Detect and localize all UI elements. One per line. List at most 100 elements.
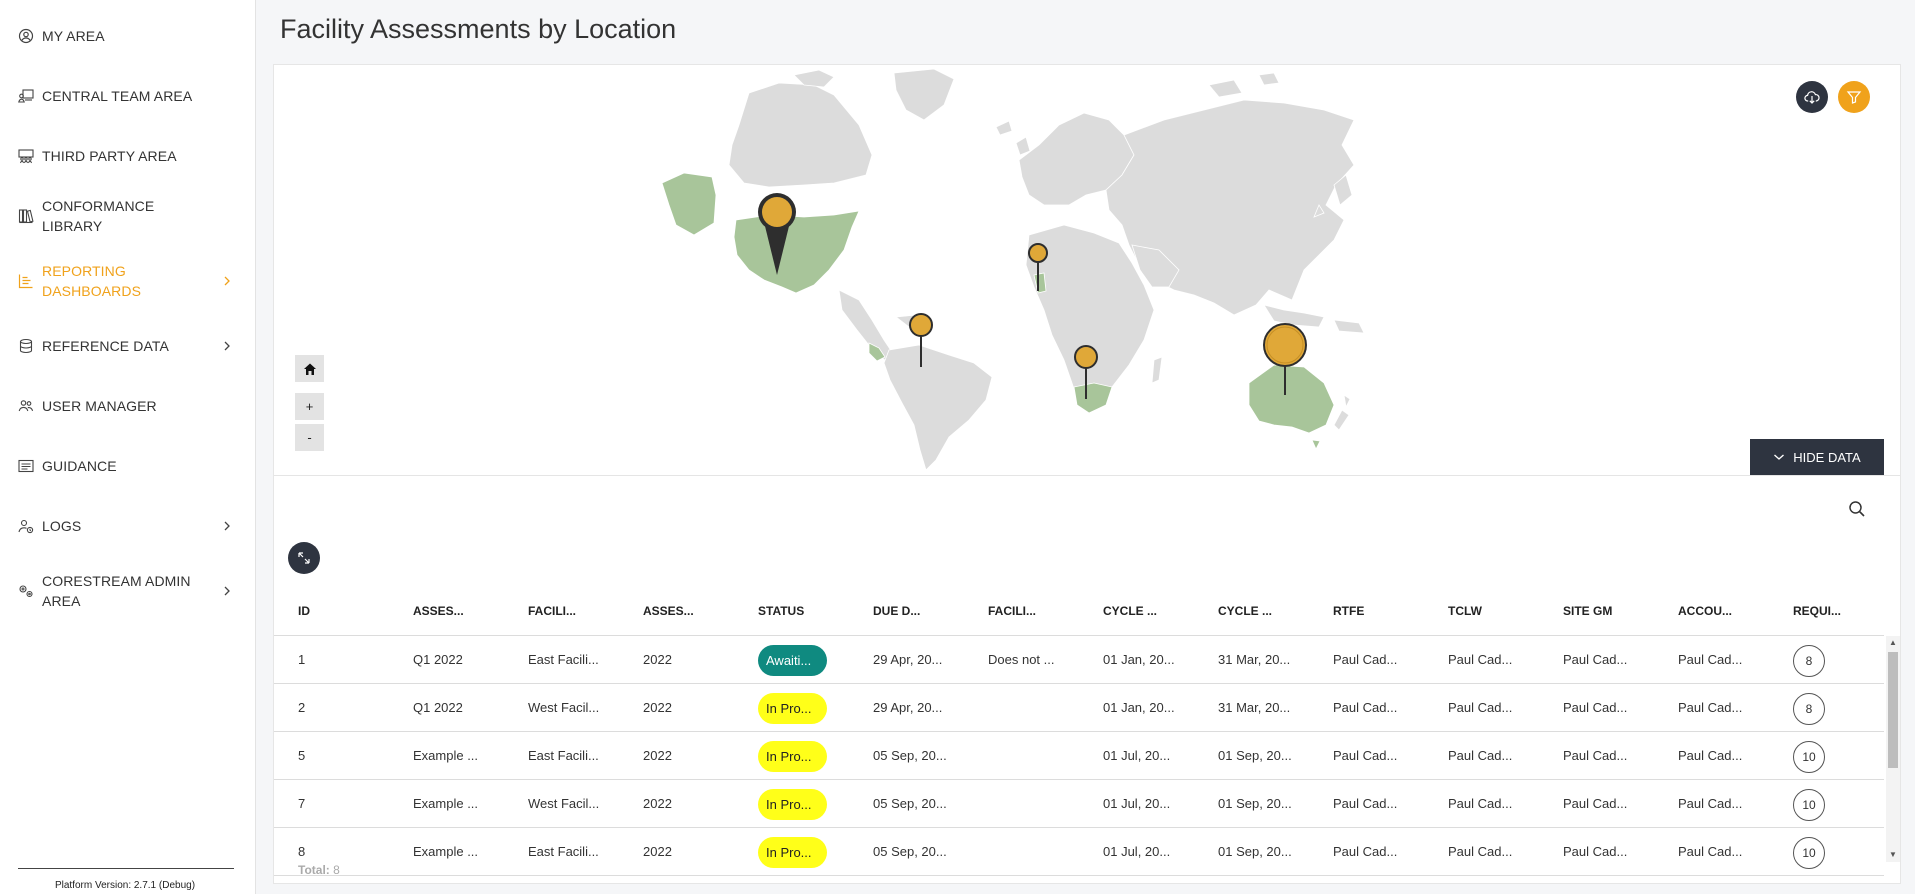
search-icon[interactable] <box>1848 500 1866 518</box>
team-board-icon <box>18 88 34 104</box>
nav-conformance-library[interactable]: CONFORMANCE LIBRARY <box>0 198 256 234</box>
main-panel: + - HIDE DATA ID ASSES... FACILI... ASSE… <box>273 64 1901 884</box>
cell-year: 2022 <box>643 796 672 811</box>
map-land <box>728 68 1365 471</box>
cell-id: 5 <box>298 748 306 763</box>
cell-account: Paul Cad... <box>1678 748 1743 763</box>
column-header[interactable]: CYCLE ... <box>1103 604 1158 618</box>
status-badge: In Pro... <box>758 693 827 725</box>
version-divider <box>18 868 234 869</box>
expand-button[interactable] <box>288 542 320 574</box>
map-marker-australia[interactable] <box>1263 323 1307 395</box>
download-button[interactable] <box>1796 81 1828 113</box>
nav-central-team-area-label: CENTRAL TEAM AREA <box>42 88 193 104</box>
table-row[interactable]: 1 Q1 2022 East Facili... 2022 Awaiti... 29 Ap… <box>274 636 1884 684</box>
requirements-count-badge[interactable]: 10 <box>1793 836 1825 869</box>
cell-status: In Pro... <box>734 780 849 828</box>
cell-cycle-end: 31 Mar, 20... <box>1218 700 1291 715</box>
map-marker-portugal[interactable] <box>1028 243 1048 291</box>
column-header[interactable]: STATUS <box>758 604 805 618</box>
cell-rtfe: Paul Cad... <box>1333 796 1398 811</box>
cell-cycle-start: 01 Jul, 20... <box>1103 796 1171 811</box>
nav-corestream-admin-area-label: CORESTREAM ADMIN AREA <box>42 573 191 609</box>
cell-cycle-end: 01 Sep, 20... <box>1218 748 1292 763</box>
scroll-up-arrow-icon[interactable]: ▲ <box>1889 638 1897 647</box>
filter-button[interactable] <box>1838 81 1870 113</box>
nav-guidance-label: GUIDANCE <box>42 458 117 474</box>
library-icon <box>18 208 34 224</box>
cell-tclw: Paul Cad... <box>1448 844 1513 859</box>
cell-cycle-end: 31 Mar, 20... <box>1218 652 1291 667</box>
table-row[interactable]: 8 Example ... East Facili... 2022 In Pro... 0… <box>274 828 1884 876</box>
requirements-count-badge[interactable]: 10 <box>1793 740 1825 773</box>
column-header[interactable]: ACCOU... <box>1678 604 1732 618</box>
cell-tclw: Paul Cad... <box>1448 748 1513 763</box>
zoom-out-button[interactable]: - <box>295 424 324 451</box>
column-header[interactable]: RTFE <box>1333 604 1365 618</box>
cell-status: In Pro... <box>734 828 849 876</box>
world-map-canvas[interactable] <box>274 65 1900 475</box>
table-scrollbar-thumb[interactable] <box>1888 652 1898 768</box>
column-header[interactable]: ASSES... <box>413 604 464 618</box>
requirements-count-badge[interactable]: 10 <box>1793 788 1825 821</box>
zoom-in-button[interactable]: + <box>295 393 324 420</box>
cell-rtfe: Paul Cad... <box>1333 748 1398 763</box>
cell-assessment: Example ... <box>413 844 479 859</box>
nav-user-manager[interactable]: USER MANAGER <box>0 396 256 416</box>
column-header[interactable]: SITE GM <box>1563 604 1613 618</box>
cell-facility: East Facili... <box>528 652 599 667</box>
group-board-icon <box>18 148 34 164</box>
nav-corestream-admin-area[interactable]: CORESTREAM ADMIN AREA <box>0 570 256 612</box>
cell-site-gm: Paul Cad... <box>1563 844 1628 859</box>
table-row[interactable]: 5 Example ... East Facili... 2022 In Pro... 0… <box>274 732 1884 780</box>
column-header[interactable]: REQUI... <box>1793 604 1842 618</box>
cell-assessment: Q1 2022 <box>413 652 463 667</box>
column-header[interactable]: FACILI... <box>528 604 576 618</box>
column-header[interactable]: DUE D... <box>873 604 921 618</box>
chevron-down-icon <box>1774 454 1785 460</box>
nav-third-party-area[interactable]: THIRD PARTY AREA <box>0 146 256 166</box>
requirements-count-badge[interactable]: 8 <box>1793 644 1825 677</box>
cell-facility: West Facil... <box>528 700 600 715</box>
hide-data-label: HIDE DATA <box>1793 449 1861 465</box>
hide-data-button[interactable]: HIDE DATA <box>1750 439 1884 475</box>
scroll-down-arrow-icon[interactable]: ▼ <box>1889 850 1897 859</box>
world-map[interactable]: + - HIDE DATA <box>274 65 1900 475</box>
cell-assessment: Example ... <box>413 748 479 763</box>
column-header[interactable]: ID <box>298 604 310 618</box>
guidance-icon <box>18 458 34 474</box>
table-row[interactable]: 2 Q1 2022 West Facil... 2022 In Pro... 29 Apr… <box>274 684 1884 732</box>
table-total: Total: 8 <box>298 863 340 877</box>
column-header[interactable]: TCLW <box>1448 604 1482 618</box>
map-marker-south-africa[interactable] <box>1074 345 1098 399</box>
nav-reference-data[interactable]: REFERENCE DATA <box>0 336 256 356</box>
cell-account: Paul Cad... <box>1678 844 1743 859</box>
cell-req: 8 <box>1769 636 1884 684</box>
map-highlighted-countries <box>661 172 1335 450</box>
cell-site-gm: Paul Cad... <box>1563 796 1628 811</box>
cell-facility-note <box>964 780 1079 828</box>
table-row[interactable]: 7 Example ... West Facil... 2022 In Pro... 05… <box>274 780 1884 828</box>
cell-req: 10 <box>1769 828 1884 876</box>
map-marker-usa[interactable] <box>758 193 796 275</box>
column-header[interactable]: ASSES... <box>643 604 694 618</box>
gears-icon <box>18 583 34 599</box>
nav-third-party-area-label: THIRD PARTY AREA <box>42 148 177 164</box>
column-header[interactable]: FACILI... <box>988 604 1036 618</box>
cell-id: 2 <box>298 700 306 715</box>
nav-reporting-dashboards[interactable]: REPORTING DASHBOARDS <box>0 260 256 302</box>
cell-account: Paul Cad... <box>1678 652 1743 667</box>
column-header[interactable]: CYCLE ... <box>1218 604 1273 618</box>
nav-my-area[interactable]: MY AREA <box>0 26 256 46</box>
cell-rtfe: Paul Cad... <box>1333 844 1398 859</box>
cell-cycle-end: 01 Sep, 20... <box>1218 796 1292 811</box>
nav-logs[interactable]: LOGS <box>0 516 256 536</box>
map-marker-central-america[interactable] <box>909 313 933 367</box>
chevron-right-icon <box>224 341 230 351</box>
nav-guidance[interactable]: GUIDANCE <box>0 456 256 476</box>
data-grid: ID ASSES... FACILI... ASSES... STATUS DU… <box>274 475 1900 883</box>
map-home-button[interactable] <box>295 355 324 382</box>
cell-status: Awaiti... <box>734 636 849 684</box>
requirements-count-badge[interactable]: 8 <box>1793 692 1825 725</box>
nav-central-team-area[interactable]: CENTRAL TEAM AREA <box>0 86 256 106</box>
